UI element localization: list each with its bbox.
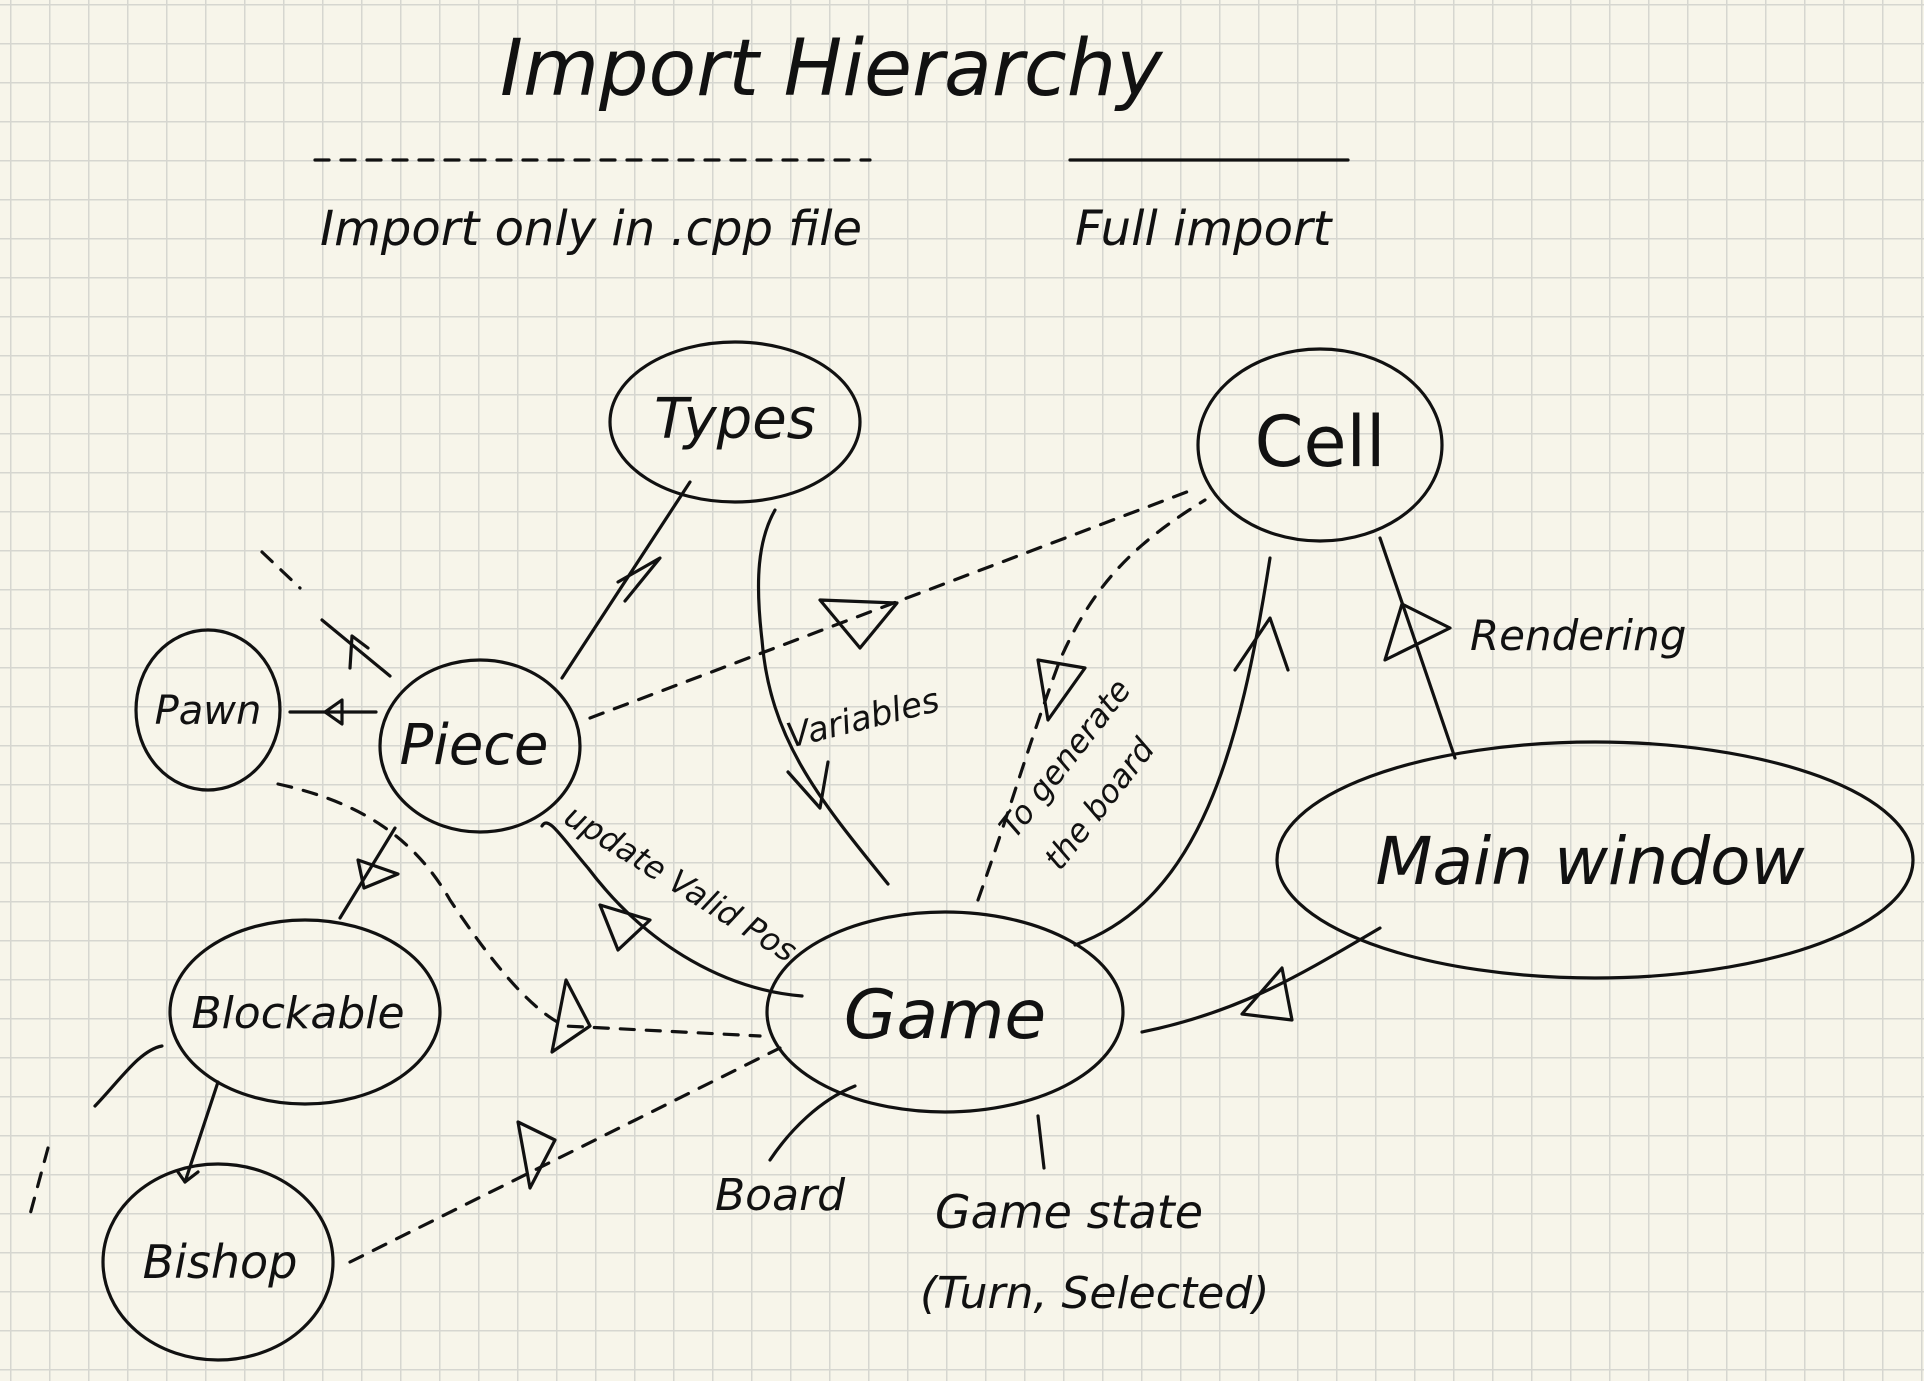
node-game-label: Game <box>844 976 1046 1055</box>
label-variables: Variables <box>783 680 944 757</box>
arrowhead-pawn-game <box>550 978 592 1054</box>
edge-pawn-game <box>276 782 762 1038</box>
edge-game-types <box>756 508 890 886</box>
edges <box>26 480 1457 1264</box>
annotation-game-state: Game state <box>935 1185 1203 1239</box>
node-pawn-outline <box>134 628 282 792</box>
diagram-title: Import Hierarchy <box>500 24 1164 114</box>
legend-dashed-label: Import only in .cpp file <box>320 201 862 257</box>
arrowhead-pawn-piece <box>323 698 344 726</box>
edge-piece-types <box>560 480 692 680</box>
edge-game-piece <box>540 821 804 998</box>
arrowhead-game-piece <box>598 903 652 952</box>
node-pawn[interactable]: Pawn <box>134 628 282 792</box>
legend: Import only in .cpp file Full import <box>313 158 1350 257</box>
node-blockable[interactable]: Blockable <box>168 918 442 1106</box>
node-cell[interactable]: Cell <box>1196 347 1444 543</box>
arrowhead-game-cell-dashed <box>1036 658 1087 722</box>
arrowhead-mainwindow-game <box>1240 966 1294 1022</box>
arrowhead-blockable-piece <box>356 858 400 890</box>
arrowhead-piece-cell <box>818 598 899 650</box>
edge-mainwindow-cell <box>1378 536 1457 760</box>
legend-solid-label: Full import <box>1075 201 1334 257</box>
node-blockable-outline <box>168 918 442 1106</box>
node-piece-outline <box>378 658 582 834</box>
edge-mainwindow-game <box>1140 926 1382 1034</box>
node-blockable-label: Blockable <box>191 988 404 1039</box>
edge-bishop-game <box>348 1046 782 1264</box>
annotation-board: Board <box>715 1170 846 1221</box>
node-bishop-outline <box>101 1162 335 1362</box>
gamestate-stub <box>1036 1114 1046 1170</box>
arrowhead-piece-offscreen <box>348 634 370 670</box>
edge-piece-offscreen <box>320 618 392 678</box>
node-main-window-outline <box>1275 740 1915 980</box>
label-update-valid-pos: update Valid Pos <box>558 797 804 970</box>
node-game-outline <box>765 910 1125 1114</box>
node-game[interactable]: Game <box>765 910 1125 1114</box>
node-bishop[interactable]: Bishop <box>101 1162 335 1362</box>
node-piece-label: Piece <box>399 713 548 778</box>
edge-offscreen-dots-bottom <box>26 1146 50 1224</box>
arrowhead-game-types <box>786 760 830 810</box>
node-main-window-label: Main window <box>1376 823 1806 900</box>
node-pawn-label: Pawn <box>155 688 262 734</box>
annotation-game-state-detail: (Turn, Selected) <box>920 1268 1269 1319</box>
arrowhead-mainwindow-cell <box>1383 602 1452 662</box>
edge-game-cell-dashed <box>976 498 1207 902</box>
node-cell-outline <box>1196 347 1444 543</box>
edge-blockable-piece <box>338 826 397 920</box>
arrowhead-bishop-game <box>516 1120 557 1190</box>
node-piece[interactable]: Piece <box>378 658 582 834</box>
label-rendering: Rendering <box>1470 611 1686 660</box>
node-bishop-label: Bishop <box>143 1235 298 1289</box>
node-types[interactable]: Types <box>608 340 862 504</box>
arrowhead-game-cell-solid <box>1233 616 1290 672</box>
arrowhead-bishop-blockable <box>176 1170 200 1184</box>
edge-game-cell-solid <box>1073 556 1272 947</box>
edge-offscreen-dots-top <box>260 550 302 590</box>
edge-blockable-offscreen <box>93 1044 164 1108</box>
board-stub <box>768 1084 857 1162</box>
node-types-label: Types <box>654 387 816 452</box>
node-types-outline <box>608 340 862 504</box>
node-cell-label: Cell <box>1255 401 1386 483</box>
arrowhead-piece-types <box>616 556 662 603</box>
node-main-window[interactable]: Main window <box>1275 740 1915 980</box>
